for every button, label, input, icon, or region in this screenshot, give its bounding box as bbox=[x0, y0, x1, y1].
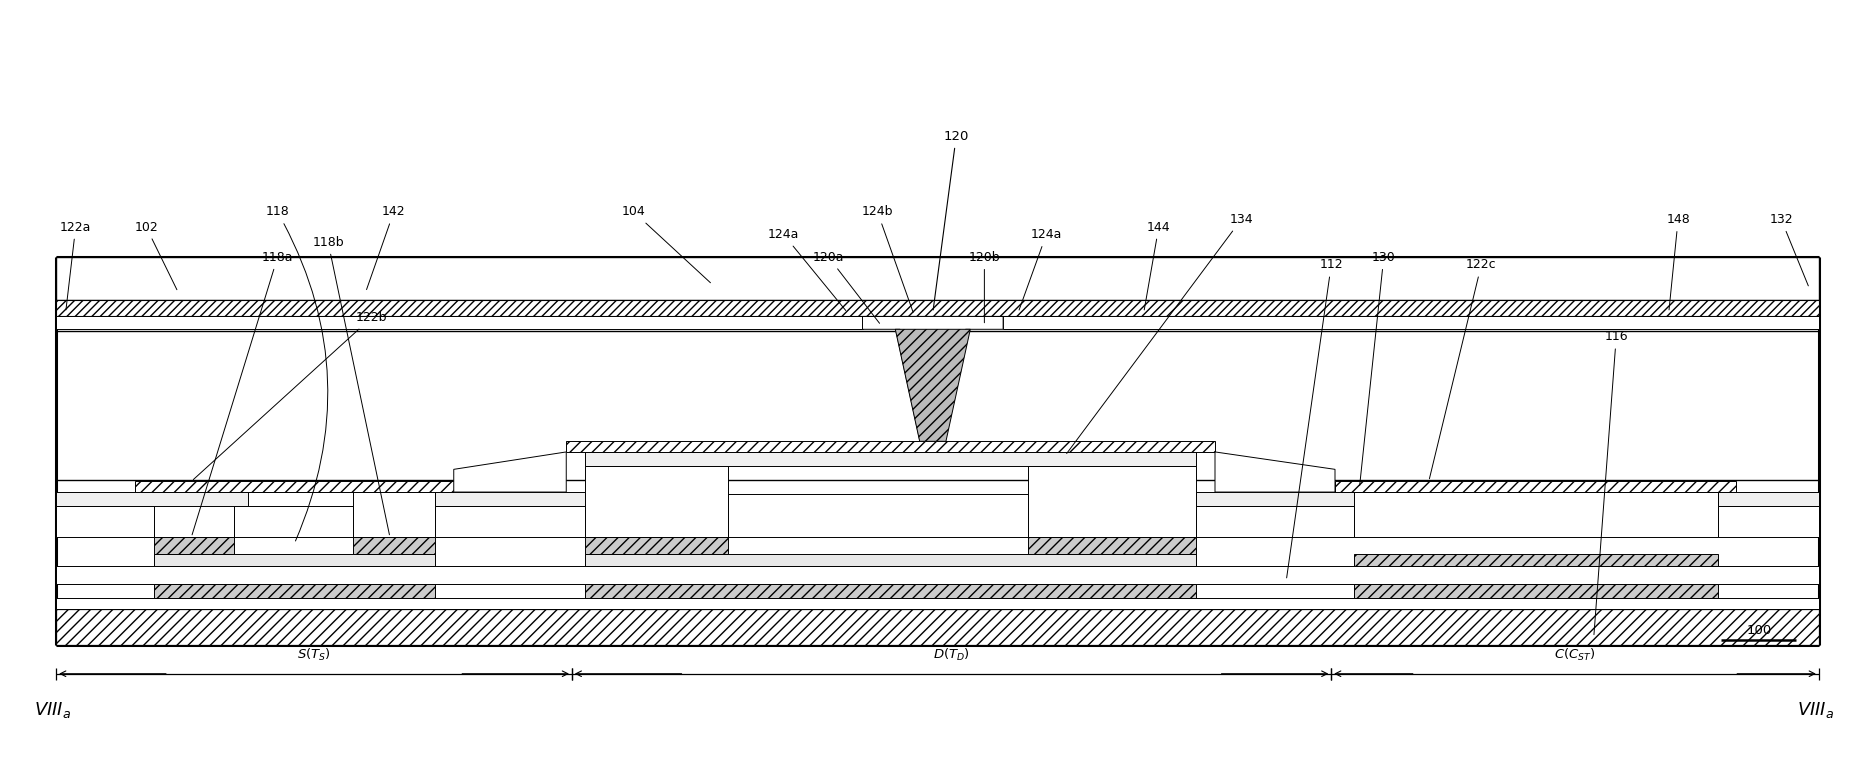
Text: 102: 102 bbox=[135, 220, 176, 290]
Bar bbox=[728, 494, 1028, 537]
Bar bbox=[56, 300, 1819, 316]
Text: 148: 148 bbox=[1667, 213, 1689, 310]
Bar bbox=[1196, 506, 1354, 537]
Text: 120: 120 bbox=[934, 129, 969, 310]
Bar bbox=[56, 492, 248, 506]
Bar bbox=[56, 316, 863, 329]
Bar bbox=[154, 537, 234, 554]
Text: 122a: 122a bbox=[60, 220, 92, 310]
Polygon shape bbox=[896, 329, 971, 441]
Bar bbox=[585, 452, 1196, 466]
Bar bbox=[1028, 537, 1196, 554]
Text: 116: 116 bbox=[1594, 330, 1628, 634]
Text: $D(T_{D})$: $D(T_{D})$ bbox=[934, 647, 969, 663]
Text: 104: 104 bbox=[622, 205, 711, 283]
Text: 118a: 118a bbox=[191, 251, 292, 534]
Text: $VIII_a$: $VIII_a$ bbox=[34, 700, 71, 720]
Polygon shape bbox=[1215, 452, 1335, 492]
Text: 124a: 124a bbox=[1020, 228, 1061, 310]
Bar bbox=[585, 584, 1196, 598]
Text: $VIII_a$: $VIII_a$ bbox=[1796, 700, 1834, 720]
Polygon shape bbox=[862, 316, 1003, 407]
Text: 144: 144 bbox=[1144, 220, 1170, 310]
Bar bbox=[56, 609, 1819, 645]
Bar bbox=[1354, 491, 1718, 537]
Bar bbox=[1003, 316, 1819, 329]
Bar bbox=[435, 492, 585, 506]
Text: 120a: 120a bbox=[814, 251, 879, 323]
Text: 122b: 122b bbox=[193, 311, 386, 480]
Bar bbox=[56, 598, 1819, 609]
Bar bbox=[56, 506, 154, 537]
Bar bbox=[1354, 491, 1718, 492]
Bar bbox=[154, 491, 435, 492]
Text: $C(C_{ST})$: $C(C_{ST})$ bbox=[1554, 647, 1596, 663]
Bar bbox=[566, 441, 1215, 452]
Text: 124a: 124a bbox=[769, 228, 846, 310]
Text: 120b: 120b bbox=[969, 251, 999, 322]
Text: $S(T_{S})$: $S(T_{S})$ bbox=[296, 647, 332, 663]
Text: 130: 130 bbox=[1359, 251, 1395, 485]
Bar bbox=[56, 257, 1819, 300]
Text: 118b: 118b bbox=[313, 235, 390, 534]
Text: 118: 118 bbox=[266, 205, 328, 541]
Bar bbox=[1028, 466, 1196, 537]
Polygon shape bbox=[454, 452, 566, 492]
Text: 142: 142 bbox=[366, 205, 405, 290]
Bar bbox=[135, 481, 454, 492]
Bar bbox=[585, 554, 1196, 566]
Bar bbox=[56, 566, 1819, 584]
Bar bbox=[154, 491, 234, 537]
Bar bbox=[1196, 492, 1354, 506]
Bar bbox=[1354, 584, 1718, 598]
Text: 112: 112 bbox=[1286, 258, 1342, 578]
Bar bbox=[585, 537, 728, 554]
Text: 132: 132 bbox=[1770, 213, 1808, 286]
Bar bbox=[1718, 506, 1819, 537]
Text: 134: 134 bbox=[1067, 213, 1253, 453]
Bar bbox=[435, 506, 585, 537]
Bar bbox=[154, 584, 435, 598]
Bar bbox=[234, 506, 352, 537]
Bar bbox=[1354, 554, 1718, 566]
Bar bbox=[585, 466, 728, 537]
Text: 124b: 124b bbox=[862, 205, 913, 313]
Bar bbox=[352, 537, 435, 554]
Bar bbox=[154, 554, 435, 566]
Bar bbox=[1718, 492, 1819, 506]
Text: 100: 100 bbox=[1746, 625, 1772, 637]
Bar bbox=[1335, 481, 1736, 492]
Text: 122c: 122c bbox=[1429, 258, 1496, 478]
Bar bbox=[352, 491, 435, 537]
